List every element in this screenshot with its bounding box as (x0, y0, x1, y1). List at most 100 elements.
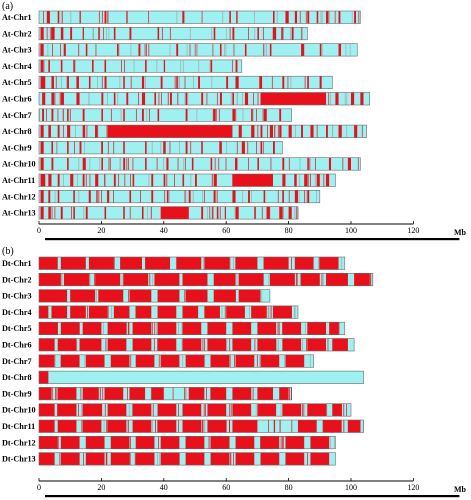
marker-line (306, 338, 307, 351)
marked-region (207, 322, 227, 335)
marker-line (78, 190, 80, 203)
marked-region (170, 92, 172, 105)
marker-line (357, 157, 359, 171)
marked-region (241, 141, 245, 154)
marker-line (314, 174, 316, 187)
marker-line (234, 354, 235, 368)
marker-line (124, 59, 125, 73)
marker-line (169, 27, 171, 40)
marker-line (290, 76, 292, 89)
marked-region (145, 141, 147, 154)
marker-line (341, 125, 342, 138)
marker-line (230, 403, 232, 417)
marker-line (300, 273, 302, 286)
marked-region (257, 322, 277, 335)
chromosome-label: At-Chr4 (2, 62, 32, 71)
axis-tick-label: 0 (37, 483, 41, 492)
marker-line (270, 305, 272, 319)
axis-tick-label: 80 (285, 226, 293, 235)
chromosome-label: Dt-Chr12 (2, 438, 36, 447)
marker-line (128, 420, 129, 433)
marker-line (54, 206, 56, 220)
marked-region (210, 387, 227, 400)
marker-line (63, 43, 64, 57)
marked-region (235, 59, 238, 73)
marked-region (185, 92, 188, 105)
marker-line (267, 125, 268, 138)
marker-line (84, 354, 86, 368)
marker-line (133, 59, 135, 73)
marker-line (63, 174, 64, 187)
marker-line (86, 125, 88, 138)
chromosome-outline (38, 26, 308, 41)
marked-region (39, 420, 55, 433)
marker-line (351, 11, 353, 24)
marker-line (190, 141, 192, 154)
marker-line (57, 108, 59, 122)
marked-region (141, 76, 145, 89)
marked-region (117, 43, 119, 57)
marker-line (140, 190, 141, 203)
marker-line (54, 354, 56, 368)
marked-region (185, 108, 188, 122)
marker-line (51, 206, 53, 220)
marker-line (219, 141, 220, 154)
marker-line (174, 174, 175, 187)
marker-line (224, 43, 225, 57)
marked-region (260, 76, 263, 89)
marked-region (260, 125, 263, 138)
marker-line (329, 436, 331, 449)
marked-region (307, 322, 327, 335)
marked-region (39, 452, 55, 466)
marked-region (129, 289, 152, 303)
marker-line (307, 174, 309, 187)
marker-line (349, 43, 351, 57)
marked-region (157, 27, 160, 40)
marker-line (309, 157, 311, 171)
axis-tick-label: 40 (160, 226, 168, 235)
marker-line (144, 43, 146, 57)
marker-line (195, 43, 197, 57)
marker-line (189, 27, 191, 40)
marker-line (55, 76, 57, 89)
marked-region (235, 354, 255, 368)
marker-line (71, 206, 72, 220)
marked-region (279, 206, 283, 220)
marked-region (232, 27, 235, 40)
marker-line (52, 43, 53, 57)
marker-line (56, 141, 58, 154)
marked-region (210, 354, 230, 368)
marker-line (203, 403, 205, 417)
marked-region (113, 305, 130, 319)
marked-region (135, 452, 155, 466)
marker-line (273, 420, 275, 433)
marker-line (154, 322, 156, 335)
marker-line (299, 157, 301, 171)
marked-region (232, 322, 252, 335)
chromosome-dt-chr13: Dt-Chr13 (2, 452, 336, 466)
marked-region (151, 387, 164, 400)
marked-region (151, 190, 154, 203)
marked-region (326, 11, 329, 24)
marker-line (370, 273, 371, 286)
marker-line (101, 11, 103, 24)
marker-line (172, 387, 174, 400)
chromosome-at-chr7: At-Chr7 (2, 108, 293, 122)
marker-line (215, 108, 217, 122)
marked-region (182, 273, 208, 286)
marker-line (252, 108, 254, 122)
marked-region (40, 157, 44, 171)
marker-line (345, 43, 347, 57)
marker-line (78, 157, 80, 171)
marked-region (201, 141, 203, 154)
marked-region (316, 11, 319, 24)
axis-tick-label: 20 (97, 483, 105, 492)
marker-line (194, 43, 196, 57)
marker-line (62, 125, 64, 138)
marker-line (128, 157, 129, 171)
marked-region (123, 108, 125, 122)
marked-region (107, 338, 127, 351)
marked-region (260, 354, 280, 368)
marked-region (297, 420, 317, 433)
marked-region (282, 76, 285, 89)
